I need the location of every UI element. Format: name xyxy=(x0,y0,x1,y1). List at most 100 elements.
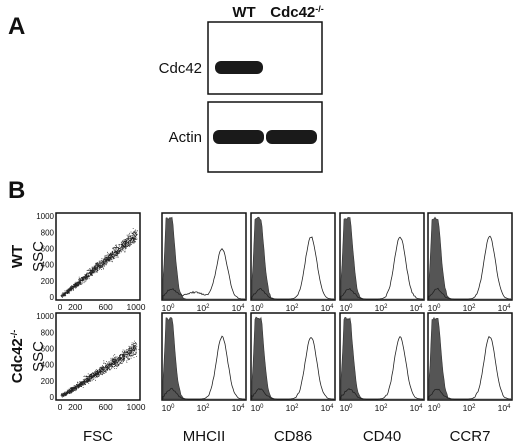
column-label: MHCII xyxy=(183,428,226,445)
superscript: 4 xyxy=(507,404,511,410)
x-tick-label: 102 xyxy=(463,403,476,413)
superscript: 2 xyxy=(472,304,475,310)
row-label: Actin xyxy=(169,129,202,146)
x-tick-label: 100 xyxy=(428,303,441,313)
y-tick-label: 800 xyxy=(41,228,55,237)
y-tick-label: 400 xyxy=(41,261,55,270)
row-name: Cdc42-/- xyxy=(9,330,26,384)
superscript: 4 xyxy=(241,304,245,310)
text-part: 10 xyxy=(162,403,172,413)
histogram-outline xyxy=(162,248,245,300)
x-tick-label: 100 xyxy=(340,303,353,313)
x-tick-label: 100 xyxy=(251,303,264,313)
superscript: 2 xyxy=(295,304,298,310)
x-tick-label: 102 xyxy=(197,403,210,413)
superscript: 0 xyxy=(437,304,441,310)
superscript: 4 xyxy=(419,304,423,310)
x-tick-label: 104 xyxy=(498,403,511,413)
text-part: 10 xyxy=(428,303,438,313)
histogram-outline xyxy=(428,335,511,400)
x-tick-label: 104 xyxy=(232,403,245,413)
superscript: 4 xyxy=(330,304,334,310)
y-tick-label: 600 xyxy=(41,345,55,354)
x-tick-label: 100 xyxy=(162,303,175,313)
x-tick-label: 600 xyxy=(99,302,113,312)
x-tick-label: 102 xyxy=(197,303,210,313)
band xyxy=(213,130,264,144)
superscript: 4 xyxy=(241,404,245,410)
text-part: 10 xyxy=(321,403,331,413)
text-part: A xyxy=(8,13,25,40)
scatter-dots xyxy=(60,228,138,298)
x-tick-label: 102 xyxy=(375,403,388,413)
x-tick-label: 102 xyxy=(286,303,299,313)
superscript: 0 xyxy=(260,304,264,310)
superscript: 0 xyxy=(349,304,353,310)
y-tick-label: 800 xyxy=(41,328,55,337)
x-tick-label: 0 xyxy=(58,302,63,312)
column-label: CD86 xyxy=(274,428,312,445)
text-part: B xyxy=(8,177,25,204)
text-part: Actin xyxy=(169,129,202,146)
x-tick-label: 600 xyxy=(99,402,113,412)
text-part: 10 xyxy=(251,303,261,313)
band xyxy=(215,61,263,74)
x-tick-label: 104 xyxy=(321,403,334,413)
x-tick-label: 1000 xyxy=(127,302,146,312)
text-part: 10 xyxy=(197,403,207,413)
blot-cdc42 xyxy=(207,21,323,95)
text-part: 10 xyxy=(410,303,420,313)
superscript: 0 xyxy=(171,304,175,310)
axis-label: SSC xyxy=(30,241,47,272)
y-tick-label: 400 xyxy=(41,361,55,370)
text-part: 10 xyxy=(340,403,350,413)
x-tick-label: 104 xyxy=(410,403,423,413)
histogram-outline xyxy=(428,235,511,300)
y-tick-label: 0 xyxy=(50,293,55,302)
superscript: 2 xyxy=(295,404,298,410)
column-label: FSC xyxy=(83,428,113,445)
text-part: 10 xyxy=(232,303,242,313)
x-tick-label: 0 xyxy=(58,402,63,412)
superscript: 2 xyxy=(384,304,387,310)
x-tick-label: 102 xyxy=(463,303,476,313)
histogram-outline xyxy=(251,236,334,300)
x-tick-label: 200 xyxy=(68,402,82,412)
y-tick-label: 600 xyxy=(41,245,55,254)
superscript: -/- xyxy=(9,330,19,339)
x-tick-label: 102 xyxy=(375,303,388,313)
text-part: 10 xyxy=(197,303,207,313)
x-tick-label: 104 xyxy=(321,303,334,313)
histogram-filled xyxy=(162,216,245,300)
y-tick-label: 0 xyxy=(50,393,55,402)
y-tick-label: 200 xyxy=(41,277,55,286)
x-tick-label: 100 xyxy=(162,403,175,413)
x-tick-label: 104 xyxy=(232,303,245,313)
x-tick-label: 104 xyxy=(498,303,511,313)
scatter-dots xyxy=(60,340,140,398)
superscript: 4 xyxy=(330,404,334,410)
text-part: 10 xyxy=(321,303,331,313)
text-part: 10 xyxy=(340,303,350,313)
superscript: 2 xyxy=(206,404,209,410)
band xyxy=(266,130,317,144)
text-part: 10 xyxy=(410,403,420,413)
x-tick-label: 200 xyxy=(68,302,82,312)
x-tick-label: 100 xyxy=(340,403,353,413)
superscript: 0 xyxy=(349,404,353,410)
text-part: Cdc42 xyxy=(270,4,315,21)
column-label: CCR7 xyxy=(450,428,491,445)
lane-label: Cdc42-/- xyxy=(270,4,324,21)
histogram-outline xyxy=(251,336,334,400)
text-part: 10 xyxy=(251,403,261,413)
text-part: Cdc42 xyxy=(159,60,202,77)
superscript: 4 xyxy=(419,404,423,410)
panel-label: B xyxy=(8,177,25,204)
column-label: CD40 xyxy=(363,428,401,445)
row-label: Cdc42 xyxy=(159,60,202,77)
text-part: 10 xyxy=(498,303,508,313)
superscript: -/- xyxy=(315,4,324,14)
superscript: 2 xyxy=(206,304,209,310)
x-tick-label: 100 xyxy=(251,403,264,413)
